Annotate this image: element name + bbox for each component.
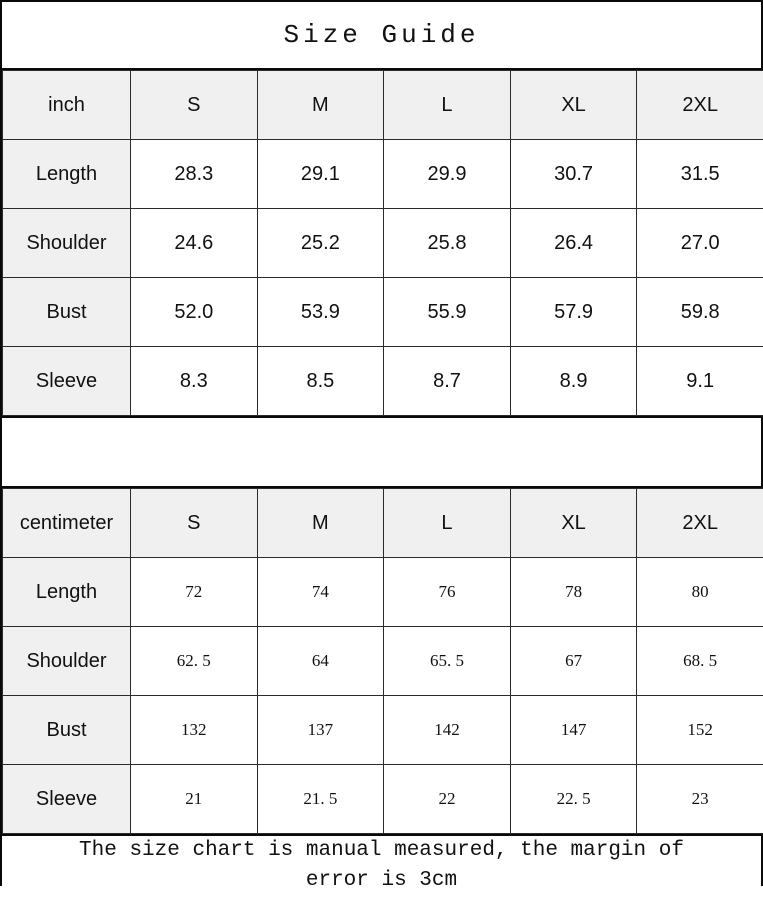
- centimeter-sleeve-l: 22: [384, 765, 511, 834]
- measurement-disclaimer-text: The size chart is manual measured, the m…: [79, 836, 684, 897]
- centimeter-length-xl: 78: [510, 558, 637, 627]
- centimeter-sleeve-s: 21: [131, 765, 258, 834]
- inch-size-header-xl: XL: [510, 71, 637, 140]
- inch-length-xl: 30.7: [510, 140, 637, 209]
- inch-length-l: 29.9: [384, 140, 511, 209]
- inch-shoulder-m: 25.2: [257, 209, 384, 278]
- inch-sleeve-2xl: 9.1: [637, 347, 763, 416]
- centimeter-length-2xl: 80: [637, 558, 763, 627]
- table-row: Sleeve 21 21. 5 22 22. 5 23: [3, 765, 763, 834]
- inch-row-label-bust: Bust: [3, 278, 131, 347]
- centimeter-unit-header: centimeter: [3, 489, 131, 558]
- inch-shoulder-xl: 26.4: [510, 209, 637, 278]
- centimeter-table-header-row: centimeter S M L XL 2XL: [3, 489, 763, 558]
- centimeter-length-s: 72: [131, 558, 258, 627]
- inch-bust-l: 55.9: [384, 278, 511, 347]
- centimeter-bust-xl: 147: [510, 696, 637, 765]
- inch-sleeve-s: 8.3: [131, 347, 258, 416]
- centimeter-bust-s: 132: [131, 696, 258, 765]
- centimeter-bust-l: 142: [384, 696, 511, 765]
- inch-table-header-row: inch S M L XL 2XL: [3, 71, 763, 140]
- centimeter-size-header-2xl: 2XL: [637, 489, 763, 558]
- table-row: Sleeve 8.3 8.5 8.7 8.9 9.1: [3, 347, 763, 416]
- inch-shoulder-l: 25.8: [384, 209, 511, 278]
- centimeter-shoulder-m: 64: [257, 627, 384, 696]
- inch-bust-xl: 57.9: [510, 278, 637, 347]
- centimeter-size-header-xl: XL: [510, 489, 637, 558]
- inch-shoulder-s: 24.6: [131, 209, 258, 278]
- inch-length-s: 28.3: [131, 140, 258, 209]
- inch-size-header-l: L: [384, 71, 511, 140]
- centimeter-shoulder-s: 62. 5: [131, 627, 258, 696]
- centimeter-row-label-shoulder: Shoulder: [3, 627, 131, 696]
- inch-size-header-s: S: [131, 71, 258, 140]
- table-row: Length 28.3 29.1 29.9 30.7 31.5: [3, 140, 763, 209]
- inch-row-label-length: Length: [3, 140, 131, 209]
- centimeter-size-header-l: L: [384, 489, 511, 558]
- centimeter-shoulder-xl: 67: [510, 627, 637, 696]
- inch-sleeve-l: 8.7: [384, 347, 511, 416]
- centimeter-shoulder-2xl: 68. 5: [637, 627, 763, 696]
- centimeter-row-label-length: Length: [3, 558, 131, 627]
- measurement-disclaimer-row: The size chart is manual measured, the m…: [2, 834, 761, 897]
- inch-sleeve-m: 8.5: [257, 347, 384, 416]
- inch-bust-m: 53.9: [257, 278, 384, 347]
- centimeter-shoulder-l: 65. 5: [384, 627, 511, 696]
- table-row: Shoulder 24.6 25.2 25.8 26.4 27.0: [3, 209, 763, 278]
- inch-table-wrapper: inch S M L XL 2XL Length 28.3 29.1 29.9 …: [2, 70, 761, 416]
- inch-size-header-2xl: 2XL: [637, 71, 763, 140]
- inch-unit-header: inch: [3, 71, 131, 140]
- centimeter-row-label-bust: Bust: [3, 696, 131, 765]
- inch-shoulder-2xl: 27.0: [637, 209, 763, 278]
- page-title: Size Guide: [283, 20, 479, 50]
- centimeter-length-m: 74: [257, 558, 384, 627]
- table-row: Bust 132 137 142 147 152: [3, 696, 763, 765]
- centimeter-length-l: 76: [384, 558, 511, 627]
- inch-bust-s: 52.0: [131, 278, 258, 347]
- centimeter-size-table: centimeter S M L XL 2XL Length 72 74 76 …: [2, 488, 763, 834]
- inch-size-header-m: M: [257, 71, 384, 140]
- centimeter-sleeve-xl: 22. 5: [510, 765, 637, 834]
- inch-size-table: inch S M L XL 2XL Length 28.3 29.1 29.9 …: [2, 70, 763, 416]
- centimeter-bust-2xl: 152: [637, 696, 763, 765]
- centimeter-sleeve-2xl: 23: [637, 765, 763, 834]
- size-guide-title-row: Size Guide: [2, 2, 761, 70]
- table-row: Shoulder 62. 5 64 65. 5 67 68. 5: [3, 627, 763, 696]
- table-row: Bust 52.0 53.9 55.9 57.9 59.8: [3, 278, 763, 347]
- inch-row-label-sleeve: Sleeve: [3, 347, 131, 416]
- centimeter-size-header-m: M: [257, 489, 384, 558]
- centimeter-row-label-sleeve: Sleeve: [3, 765, 131, 834]
- centimeter-sleeve-m: 21. 5: [257, 765, 384, 834]
- table-row: Length 72 74 76 78 80: [3, 558, 763, 627]
- centimeter-size-header-s: S: [131, 489, 258, 558]
- centimeter-bust-m: 137: [257, 696, 384, 765]
- table-spacer-band: [2, 416, 761, 488]
- inch-length-2xl: 31.5: [637, 140, 763, 209]
- inch-sleeve-xl: 8.9: [510, 347, 637, 416]
- centimeter-table-wrapper: centimeter S M L XL 2XL Length 72 74 76 …: [2, 488, 761, 834]
- inch-bust-2xl: 59.8: [637, 278, 763, 347]
- inch-length-m: 29.1: [257, 140, 384, 209]
- inch-row-label-shoulder: Shoulder: [3, 209, 131, 278]
